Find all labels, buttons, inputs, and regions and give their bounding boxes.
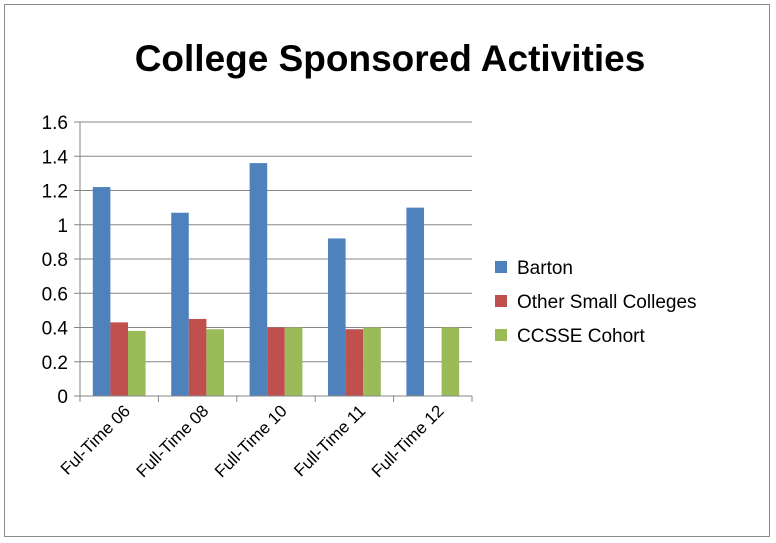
x-category-label: Ful-Time 06	[57, 401, 134, 478]
bar-other-small-colleges	[267, 327, 285, 396]
y-tick-label: 1.6	[42, 113, 68, 134]
bar-ccsse-cohort	[206, 329, 224, 396]
legend-swatch	[495, 329, 507, 341]
bar-other-small-colleges	[110, 322, 128, 396]
y-tick-label: 0.4	[42, 319, 69, 340]
legend-label: Barton	[517, 258, 573, 279]
bar-ccsse-cohort	[363, 327, 381, 396]
x-category-label: Full-Time 08	[133, 401, 213, 481]
bar-barton	[92, 187, 111, 396]
chart-frame	[4, 4, 770, 537]
bar-ccsse-cohort	[284, 327, 303, 396]
y-tick-label: 0.2	[42, 353, 68, 374]
x-category-label: Full-Time 10	[211, 401, 291, 481]
legend-swatch	[495, 295, 507, 307]
bar-barton	[328, 238, 346, 396]
legend-label: CCSSE Cohort	[517, 326, 645, 347]
bar-barton	[249, 163, 268, 396]
y-tick-label: 1.2	[42, 182, 68, 203]
x-category-label: Full-Time 12	[368, 401, 448, 481]
bar-barton	[406, 207, 424, 396]
y-tick-label: 0.8	[42, 250, 68, 271]
bar-other-small-colleges	[345, 329, 364, 396]
x-category-label: Full-Time 11	[290, 401, 369, 480]
bars	[92, 163, 460, 396]
bar-barton	[171, 212, 189, 396]
legend-label: Other Small Colleges	[517, 292, 697, 313]
bar-other-small-colleges	[188, 318, 207, 396]
chart-title: College Sponsored Activities	[134, 38, 646, 79]
y-tick-label: 1.4	[42, 147, 69, 168]
bar-ccsse-cohort	[441, 327, 460, 396]
legend: Barton Other Small Colleges CCSSE Cohort	[495, 258, 697, 347]
legend-swatch	[495, 261, 507, 273]
bar-ccsse-cohort	[128, 330, 146, 396]
y-tick-label: 0.6	[42, 284, 68, 305]
y-tick-label: 1	[57, 216, 68, 237]
y-axis-ticks: 0 0.2 0.4 0.6 0.8 1 1.2 1.4 1.6	[42, 113, 80, 408]
y-tick-label: 0	[57, 387, 68, 408]
